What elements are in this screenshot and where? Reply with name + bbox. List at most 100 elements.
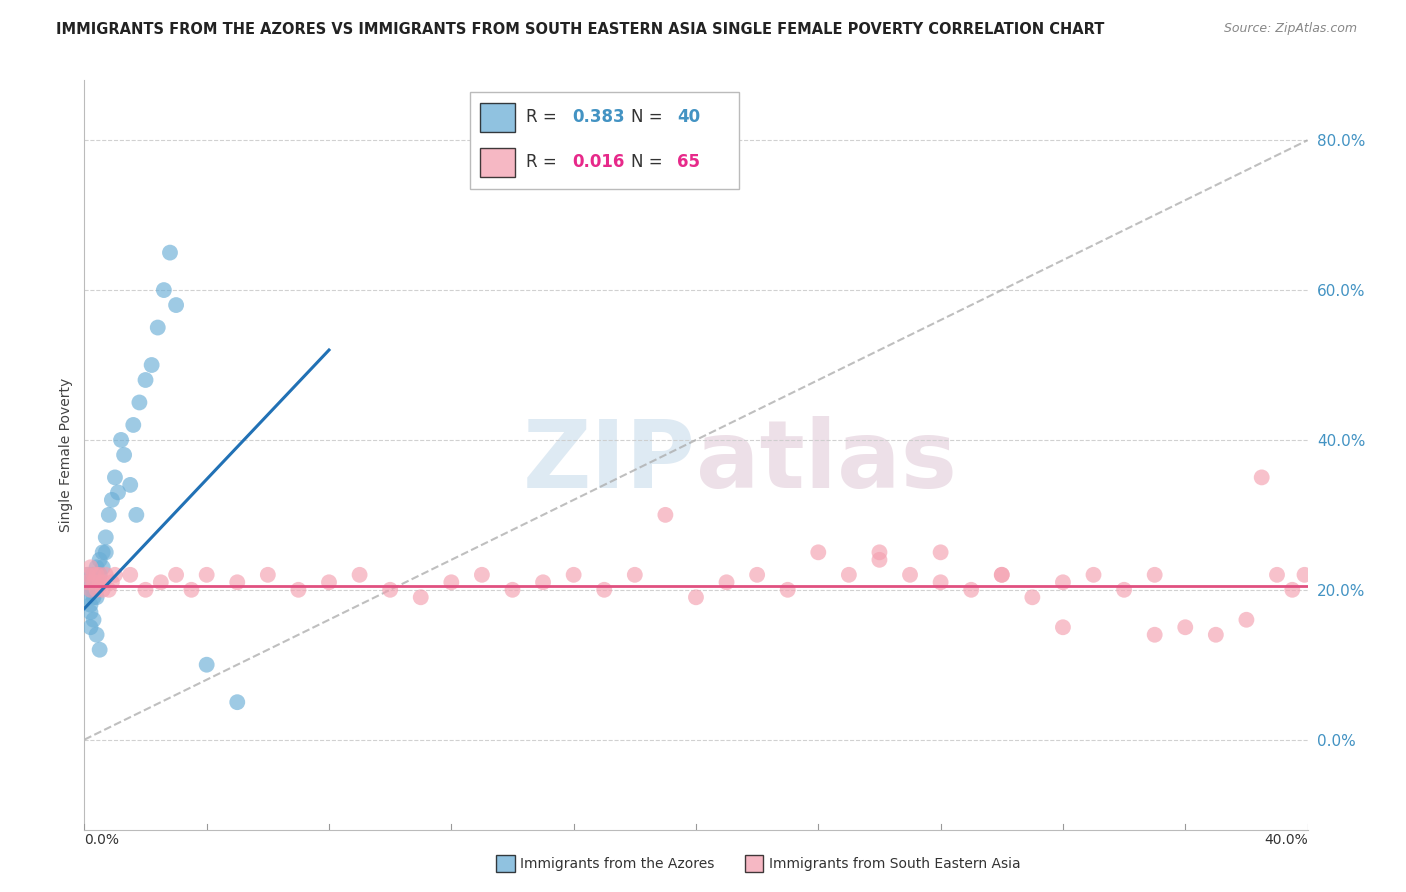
Point (624, 567, 647, 582)
Point (1052, 575, 1074, 590)
Point (165, 298, 187, 312)
Point (1143, 567, 1166, 582)
Point (991, 567, 1014, 582)
Point (94, 545, 117, 559)
Point (89, 567, 111, 582)
Point (91, 545, 114, 559)
Point (195, 657, 218, 672)
Text: 0.0%: 0.0% (84, 833, 120, 847)
Point (101, 492, 124, 507)
Point (562, 567, 585, 582)
Point (89, 642, 111, 657)
Point (1236, 613, 1258, 627)
Point (135, 373, 157, 387)
Text: IMMIGRANTS FROM THE AZORES VS IMMIGRANTS FROM SOUTH EASTERN ASIA SINGLE FEMALE P: IMMIGRANTS FROM THE AZORES VS IMMIGRANTS… (56, 22, 1105, 37)
Point (960, 582, 983, 597)
Point (86, 560, 108, 574)
Point (79, 582, 101, 597)
Point (83, 575, 105, 590)
Text: Immigrants from the Azores: Immigrants from the Azores (520, 857, 714, 871)
Point (97, 582, 120, 597)
Point (153, 283, 176, 297)
Point (471, 567, 494, 582)
Point (898, 567, 921, 582)
Point (83, 582, 105, 597)
Point (318, 575, 340, 590)
Text: 40.0%: 40.0% (1264, 833, 1308, 847)
Point (1114, 582, 1136, 597)
Point (654, 508, 676, 522)
Point (991, 567, 1014, 582)
Point (86, 575, 108, 590)
Text: ZIP: ZIP (523, 417, 696, 508)
Point (86, 591, 108, 605)
Point (380, 582, 402, 597)
Point (1083, 567, 1105, 582)
Point (91, 575, 114, 590)
Point (807, 545, 830, 559)
Point (83, 567, 105, 582)
Point (89, 575, 111, 590)
Point (86, 582, 108, 597)
Point (76, 575, 98, 590)
Point (838, 567, 860, 582)
Point (1265, 567, 1288, 582)
Point (1052, 620, 1074, 634)
Point (79, 598, 101, 612)
Point (869, 545, 891, 559)
Point (1281, 582, 1303, 597)
Point (128, 395, 150, 409)
Point (165, 567, 187, 582)
Point (226, 575, 249, 590)
Point (149, 575, 172, 590)
Point (107, 485, 129, 500)
Point (83, 613, 105, 627)
Point (159, 245, 181, 260)
Point (869, 553, 891, 567)
Point (440, 575, 463, 590)
Point (79, 620, 101, 634)
Point (349, 567, 371, 582)
Point (257, 567, 280, 582)
Point (195, 567, 218, 582)
Point (135, 582, 157, 597)
Point (97, 508, 120, 522)
Point (141, 358, 163, 372)
Point (79, 605, 101, 619)
Point (1205, 628, 1227, 642)
Point (76, 591, 98, 605)
Point (409, 591, 432, 605)
Point (91, 582, 114, 597)
Point (86, 628, 108, 642)
Point (146, 320, 169, 334)
Point (593, 582, 616, 597)
Point (79, 582, 101, 597)
Point (1021, 591, 1043, 605)
Point (502, 582, 524, 597)
Point (287, 582, 309, 597)
Y-axis label: Single Female Poverty: Single Female Poverty (59, 378, 73, 532)
Point (101, 575, 124, 590)
Point (94, 567, 117, 582)
Point (1250, 470, 1272, 484)
Point (120, 478, 142, 492)
Point (180, 582, 202, 597)
Text: atlas: atlas (696, 417, 957, 508)
Point (104, 567, 127, 582)
Point (104, 470, 127, 484)
Point (747, 567, 769, 582)
Point (83, 567, 105, 582)
Point (776, 582, 799, 597)
Point (76, 567, 98, 582)
Text: Source: ZipAtlas.com: Source: ZipAtlas.com (1223, 22, 1357, 36)
Point (120, 567, 142, 582)
Point (89, 567, 111, 582)
Point (1294, 567, 1316, 582)
Point (685, 591, 707, 605)
Point (226, 695, 249, 709)
Point (110, 433, 132, 447)
Point (125, 508, 148, 522)
Point (79, 560, 101, 574)
Point (1143, 628, 1166, 642)
Text: Immigrants from South Eastern Asia: Immigrants from South Eastern Asia (769, 857, 1021, 871)
